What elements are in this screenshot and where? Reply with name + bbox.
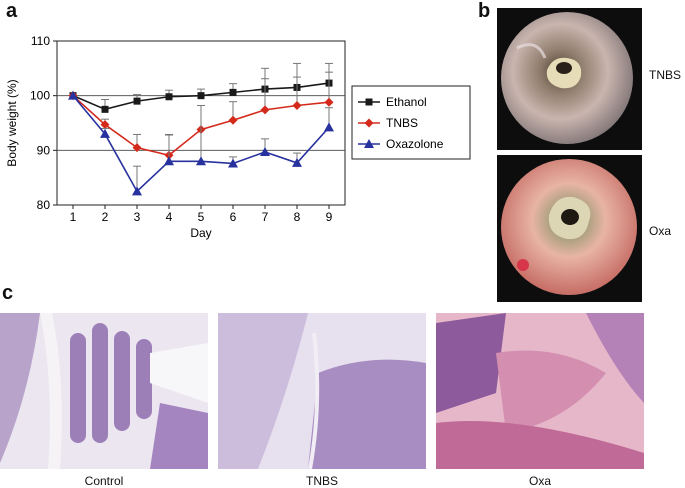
histology-control-caption: Control	[84, 474, 124, 488]
tnbs-data-point	[132, 143, 142, 153]
endoscopy-tnbs-label: TNBS	[649, 68, 682, 82]
x-tick-label: 9	[326, 210, 333, 224]
body-weight-line-chart: 80 90 100 110 1 2 3 4 5 6 7 8 9 Day Body weight (%) Eth…	[5, 34, 471, 240]
panel-c-label: c	[2, 282, 14, 304]
oxazolone-data-point	[68, 90, 78, 100]
ethanol-data-point	[229, 88, 237, 96]
panel-a-label: a	[6, 0, 18, 22]
x-axis-label: Day	[190, 226, 211, 240]
y-axis-label: Body weight (%)	[5, 79, 19, 166]
panel-b-label: b	[478, 0, 491, 22]
x-tick-label: 1	[70, 210, 77, 224]
y-tick-label: 90	[37, 143, 51, 157]
legend-tnbs-marker	[364, 118, 374, 128]
y-tick-label: 110	[31, 34, 50, 48]
endoscopy-tnbs-image	[501, 12, 633, 144]
x-tick-label: 2	[102, 210, 109, 224]
legend-oxazolone-marker	[364, 139, 374, 148]
histology-tnbs-caption: TNBS	[305, 474, 338, 488]
x-tick-label: 7	[262, 210, 269, 224]
x-tick-label: 3	[134, 210, 141, 224]
tnbs-data-point	[260, 105, 270, 115]
histology-tnbs-image	[218, 313, 426, 469]
oxazolone-data-point	[196, 156, 206, 166]
x-tick-label: 4	[166, 210, 173, 224]
tnbs-data-point	[292, 101, 302, 111]
oxazolone-data-point	[260, 146, 270, 156]
oxazolone-data-point	[100, 128, 110, 138]
oxazolone-data-point	[228, 158, 238, 168]
oxazolone-data-point	[292, 157, 302, 167]
ethanol-data-point	[165, 93, 173, 101]
x-tick-label: 6	[230, 210, 237, 224]
histology-oxa-caption: Oxa	[528, 474, 551, 488]
y-tick-label: 80	[37, 198, 51, 212]
legend-oxazolone-label: Oxazolone	[386, 137, 444, 151]
endoscopy-oxa-frame	[497, 155, 642, 302]
tnbs-data-point	[228, 115, 238, 125]
tnbs-data-point	[324, 97, 334, 107]
ethanol-data-point	[197, 92, 205, 100]
x-tick-label: 8	[294, 210, 301, 224]
oxazolone-data-point	[164, 156, 174, 166]
oxazolone-data-point	[324, 122, 334, 132]
histology-control-image	[0, 313, 208, 469]
ethanol-data-point	[133, 97, 141, 105]
oxazolone-data-point	[132, 186, 142, 196]
tnbs-data-point	[100, 120, 110, 130]
endoscopy-oxa-label: Oxa	[649, 224, 672, 238]
y-tick-label: 100	[30, 89, 50, 103]
x-tick-label: 5	[198, 210, 205, 224]
histology-oxa-image	[436, 313, 644, 469]
legend-ethanol-label: Ethanol	[386, 95, 427, 109]
ethanol-data-point	[101, 105, 109, 113]
endoscopy-tnbs-frame	[497, 8, 642, 150]
legend-ethanol-marker	[365, 98, 373, 106]
legend-tnbs-label: TNBS	[386, 116, 418, 130]
endoscopy-oxa-image	[501, 159, 637, 295]
